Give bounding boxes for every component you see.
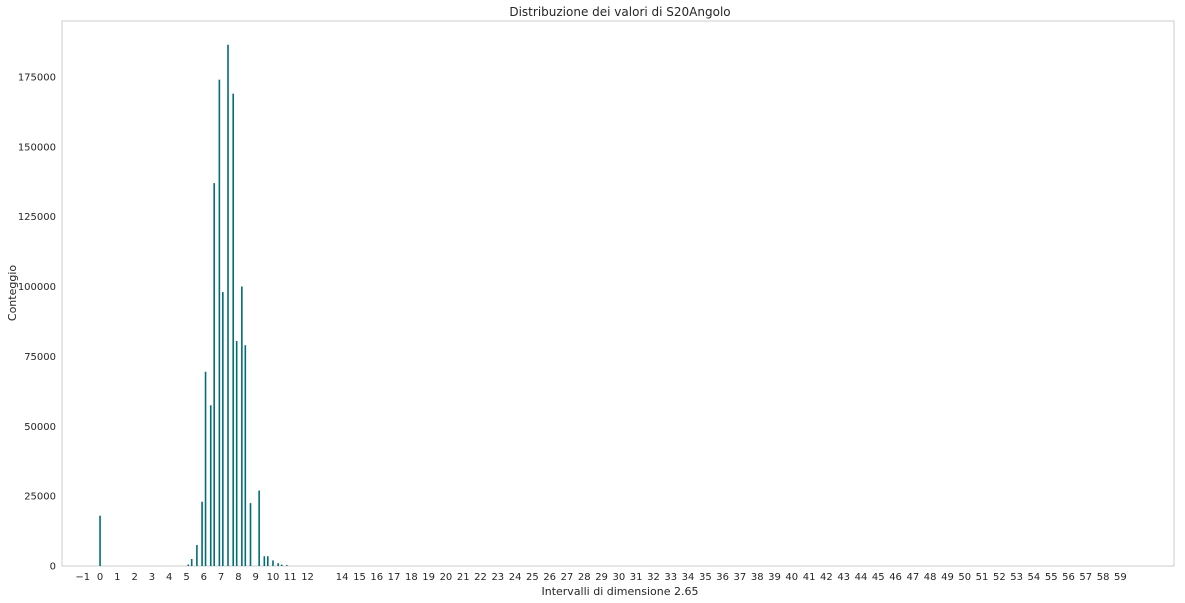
histogram-bar bbox=[218, 79, 221, 566]
x-tick-label: 28 bbox=[578, 572, 591, 583]
x-tick-label: 39 bbox=[768, 572, 781, 583]
x-tick-label: 11 bbox=[284, 572, 297, 583]
x-tick-label: 21 bbox=[457, 572, 470, 583]
x-tick-label: 41 bbox=[803, 572, 816, 583]
x-tick-label: 31 bbox=[630, 572, 643, 583]
x-tick-label: 59 bbox=[1114, 572, 1127, 583]
bars-group bbox=[99, 44, 288, 567]
histogram-bar bbox=[249, 503, 252, 566]
x-tick-label: 12 bbox=[301, 572, 314, 583]
histogram-bar bbox=[280, 564, 283, 566]
x-tick-label: 33 bbox=[664, 572, 677, 583]
x-tick-label: 40 bbox=[785, 572, 798, 583]
x-tick-label: 57 bbox=[1079, 572, 1092, 583]
x-tick-label: 8 bbox=[235, 572, 241, 583]
x-tick-label: 10 bbox=[267, 572, 280, 583]
x-tick-label: 38 bbox=[751, 572, 764, 583]
x-tick-label: 20 bbox=[440, 572, 453, 583]
x-tick-label: 54 bbox=[1028, 572, 1041, 583]
histogram-bar bbox=[286, 565, 288, 566]
x-tick-label: 52 bbox=[993, 572, 1006, 583]
x-tick-label: 35 bbox=[699, 572, 712, 583]
x-tick-label: 27 bbox=[561, 572, 574, 583]
x-tick-label: 30 bbox=[612, 572, 625, 583]
histogram-bar bbox=[213, 183, 215, 566]
histogram-bar bbox=[263, 556, 266, 566]
x-tick-label: 32 bbox=[647, 572, 660, 583]
x-tick-label: 51 bbox=[976, 572, 989, 583]
x-tick-label: 19 bbox=[422, 572, 435, 583]
histogram-bar bbox=[204, 371, 207, 566]
x-tick-label: 58 bbox=[1097, 572, 1110, 583]
x-tick-label: 15 bbox=[353, 572, 366, 583]
x-tick-label: 16 bbox=[370, 572, 383, 583]
y-axis-label: Conteggio bbox=[6, 265, 19, 321]
x-tick-label: 26 bbox=[543, 572, 556, 583]
histogram-bar bbox=[209, 405, 212, 566]
plot-frame bbox=[61, 20, 1175, 567]
x-tick-label: 3 bbox=[149, 572, 155, 583]
histogram-bar bbox=[222, 292, 224, 566]
x-tick-label: 9 bbox=[253, 572, 259, 583]
x-tick-label: 4 bbox=[166, 572, 172, 583]
x-axis-ticks: −1 0 1 2 3 4 5 6 7 8 9 10 11 12 14 15 16 17 18 19 20 21 22 23 24… bbox=[75, 572, 1126, 583]
histogram-bar bbox=[232, 93, 235, 567]
x-tick-label: 42 bbox=[820, 572, 833, 583]
histogram-bar bbox=[235, 341, 238, 566]
x-tick-label: 45 bbox=[872, 572, 885, 583]
x-tick-label: 1 bbox=[114, 572, 120, 583]
x-tick-label: 37 bbox=[734, 572, 747, 583]
x-tick-label: 34 bbox=[682, 572, 695, 583]
histogram-bar bbox=[99, 515, 101, 566]
x-tick-label: 0 bbox=[97, 572, 103, 583]
x-tick-label: 48 bbox=[924, 572, 937, 583]
y-tick-label: 100000 bbox=[18, 282, 56, 293]
x-tick-label: 7 bbox=[218, 572, 224, 583]
x-tick-label: 49 bbox=[941, 572, 954, 583]
histogram-bar bbox=[196, 545, 198, 566]
histogram-bar bbox=[258, 490, 260, 566]
histogram-bar bbox=[227, 44, 229, 566]
x-tick-label: 14 bbox=[336, 572, 349, 583]
histogram-bar bbox=[241, 286, 243, 566]
x-tick-label: 55 bbox=[1045, 572, 1058, 583]
x-tick-label: 50 bbox=[958, 572, 971, 583]
x-tick-label: 22 bbox=[474, 572, 487, 583]
x-tick-label: 23 bbox=[491, 572, 504, 583]
x-tick-label: 44 bbox=[855, 572, 868, 583]
x-tick-label: 5 bbox=[183, 572, 189, 583]
x-tick-label: 36 bbox=[716, 572, 729, 583]
x-tick-label: −1 bbox=[75, 572, 90, 583]
x-tick-label: 24 bbox=[509, 572, 522, 583]
x-tick-label: 18 bbox=[405, 572, 418, 583]
histogram-bar bbox=[272, 560, 274, 566]
x-tick-label: 53 bbox=[1010, 572, 1023, 583]
histogram-bar bbox=[277, 563, 279, 566]
histogram-bar bbox=[267, 556, 269, 566]
y-tick-label: 150000 bbox=[18, 142, 56, 153]
x-axis-label: Intervalli di dimensione 2.65 bbox=[541, 585, 698, 598]
histogram-bar bbox=[244, 345, 247, 566]
y-tick-label: 25000 bbox=[24, 492, 56, 503]
x-tick-label: 17 bbox=[388, 572, 401, 583]
histogram-bar bbox=[187, 564, 190, 566]
y-tick-label: 50000 bbox=[24, 422, 56, 433]
y-axis-ticks: 0 25000 50000 75000 100000 125000 150000 175000 bbox=[18, 72, 56, 572]
y-tick-label: 75000 bbox=[24, 352, 56, 363]
x-tick-label: 43 bbox=[837, 572, 850, 583]
chart-title: Distribuzione dei valori di S20Angolo bbox=[509, 5, 730, 19]
histogram-bar bbox=[190, 559, 193, 566]
x-tick-label: 6 bbox=[201, 572, 207, 583]
x-tick-label: 47 bbox=[906, 572, 919, 583]
y-tick-label: 125000 bbox=[18, 212, 56, 223]
x-tick-label: 56 bbox=[1062, 572, 1075, 583]
x-tick-label: 25 bbox=[526, 572, 539, 583]
x-tick-label: 46 bbox=[889, 572, 902, 583]
x-tick-label: 29 bbox=[595, 572, 608, 583]
y-tick-label: 0 bbox=[50, 562, 56, 573]
histogram-bar bbox=[201, 501, 203, 566]
x-tick-label: 2 bbox=[131, 572, 137, 583]
y-tick-label: 175000 bbox=[18, 72, 56, 83]
